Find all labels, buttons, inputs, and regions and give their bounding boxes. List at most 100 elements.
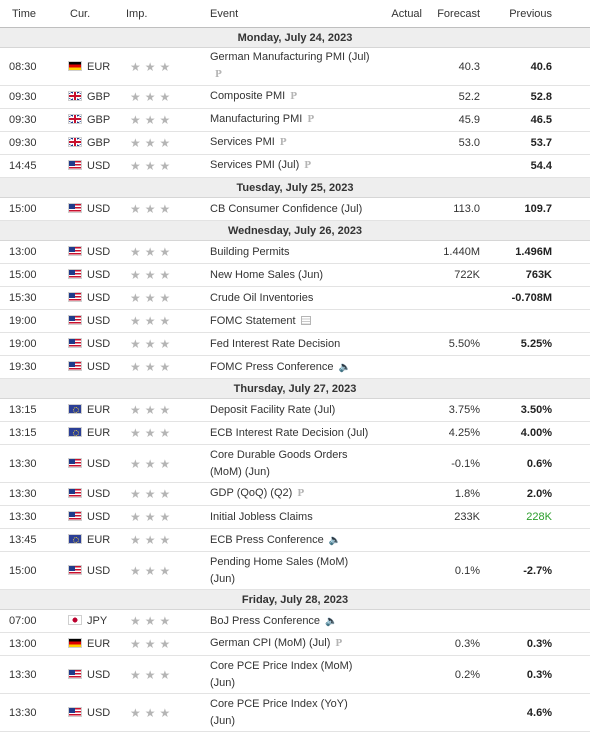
event-time: 13:00 <box>0 240 64 264</box>
event-name[interactable]: Manufacturing PMI <box>210 113 303 125</box>
event-currency: USD <box>87 706 111 719</box>
event-name[interactable]: Deposit Facility Rate (Jul) <box>210 403 336 416</box>
event-currency: USD <box>87 488 111 500</box>
event-row[interactable]: 19:00 USD ★★★ Fed Interest Rate Decision 5.5… <box>0 332 590 356</box>
event-row[interactable]: 19:00 USD ★★★ FOMC Statement <box>0 309 590 333</box>
speaker-icon: 🔈 <box>325 615 338 627</box>
star-icon: ★ <box>130 487 145 501</box>
event-name-cell: Pending Home Sales (MoM) (Jun) <box>204 551 372 590</box>
preliminary-icon: P <box>304 161 312 171</box>
event-actual <box>372 609 422 633</box>
importance-stars: ★★★ <box>130 457 174 471</box>
event-previous: 0.3% <box>480 632 590 656</box>
event-time: 15:00 <box>0 263 64 287</box>
flag-us-icon <box>68 269 82 279</box>
event-row[interactable]: 14:45 USD ★★★ Services PMI (Jul) P 54.4 <box>0 154 590 178</box>
event-name[interactable]: German CPI (MoM) (Jul) <box>210 637 331 649</box>
event-name[interactable]: Composite PMI <box>210 90 286 102</box>
star-icon: ★ <box>130 113 145 127</box>
event-row[interactable]: 13:30 USD ★★★ GDP (QoQ) (Q2) P 1.8% 2.0% <box>0 482 590 506</box>
star-icon: ★ <box>130 314 145 328</box>
event-name[interactable]: Initial Jobless Claims <box>210 510 313 523</box>
event-name[interactable]: FOMC Statement <box>210 314 296 327</box>
event-name[interactable]: Pending Home Sales (MoM) (Jun) <box>210 555 349 585</box>
event-name-cell: Deposit Facility Rate (Jul) <box>204 398 372 422</box>
event-name[interactable]: Core Durable Goods Orders (MoM) (Jun) <box>210 448 348 478</box>
event-forecast: 40.3 <box>422 47 480 86</box>
event-name[interactable]: Fed Interest Rate Decision <box>210 337 341 350</box>
event-name[interactable]: GDP (QoQ) (Q2) <box>210 487 293 499</box>
star-icon: ★ <box>144 533 160 547</box>
event-row[interactable]: 13:30 USD ★★★ Core Durable Goods Orders (Mo… <box>0 444 590 483</box>
event-row[interactable]: 15:00 USD ★★★ New Home Sales (Jun) 722K 763K <box>0 263 590 287</box>
flag-us-icon <box>68 668 82 679</box>
event-currency: USD <box>87 292 111 304</box>
flag-us-icon <box>68 246 82 256</box>
importance-stars: ★★★ <box>130 487 174 501</box>
event-row[interactable]: 13:15 EUR ★★★ ECB Interest Rate Decision (J… <box>0 421 590 445</box>
event-row[interactable]: 15:00 USD ★★★ CB Consumer Confidence (Jul) 1… <box>0 197 590 221</box>
event-name[interactable]: Crude Oil Inventories <box>210 291 314 304</box>
event-name[interactable]: FOMC Press Conference <box>210 360 334 373</box>
event-previous: 54.4 <box>480 154 590 178</box>
event-importance: ★★★ <box>122 655 204 694</box>
importance-stars: ★★★ <box>130 614 174 628</box>
event-time: 15:00 <box>0 197 64 221</box>
star-icon: ★ <box>159 456 175 471</box>
event-name[interactable]: Building Permits <box>210 245 290 258</box>
event-name[interactable]: German Manufacturing PMI (Jul) <box>210 51 370 63</box>
event-actual <box>372 355 422 379</box>
event-time: 07:00 <box>0 609 64 633</box>
event-forecast: 113.0 <box>422 197 480 221</box>
event-row[interactable]: 09:30 GBP ★★★ Services PMI P 53.0 53.7 <box>0 131 590 155</box>
event-actual <box>372 421 422 445</box>
star-icon: ★ <box>130 245 145 259</box>
event-name[interactable]: Core PCE Price Index (YoY) (Jun) <box>210 697 348 727</box>
preliminary-icon: P <box>307 115 315 125</box>
event-row[interactable]: 15:30 USD ★★★ Crude Oil Inventories -0.708M <box>0 286 590 310</box>
event-name[interactable]: ECB Interest Rate Decision (Jul) <box>210 426 369 439</box>
event-row[interactable]: 13:30 USD ★★★ Core PCE Price Index (MoM) (J… <box>0 655 590 694</box>
event-name[interactable]: BoJ Press Conference <box>210 614 321 627</box>
col-header-time: Time <box>0 0 64 28</box>
event-time: 08:30 <box>0 47 64 86</box>
event-row[interactable]: 08:30 EUR ★★★ German Manufacturing PMI (Jul… <box>0 47 590 86</box>
flag-gb-icon <box>68 114 82 124</box>
event-row[interactable]: 13:30 USD ★★★ Initial Jobless Claims 233K 228… <box>0 505 590 529</box>
event-row[interactable]: 15:00 USD ★★★ Pending Home Sales (MoM) (Jun… <box>0 551 590 590</box>
event-forecast <box>422 286 480 310</box>
event-row[interactable]: 13:00 EUR ★★★ German CPI (MoM) (Jul) P 0.3% 0.… <box>0 632 590 656</box>
star-icon: ★ <box>130 360 145 374</box>
event-name-cell: German Manufacturing PMI (Jul) P <box>204 47 372 86</box>
event-name[interactable]: Core PCE Price Index (MoM) (Jun) <box>210 659 353 689</box>
importance-stars: ★★★ <box>130 668 174 682</box>
flag-us-icon <box>68 511 82 521</box>
event-name[interactable]: CB Consumer Confidence (Jul) <box>210 202 363 215</box>
col-header-forecast: Forecast <box>422 0 480 28</box>
event-forecast: 1.440M <box>422 240 480 264</box>
star-icon: ★ <box>159 245 175 259</box>
event-row[interactable]: 09:30 GBP ★★★ Manufacturing PMI P 45.9 46.5 <box>0 108 590 132</box>
event-name[interactable]: New Home Sales (Jun) <box>210 268 324 281</box>
event-row[interactable]: 19:30 USD ★★★ FOMC Press Conference 🔈 <box>0 355 590 379</box>
event-previous: 1.496M <box>480 240 590 264</box>
event-name[interactable]: Services PMI <box>210 136 275 148</box>
event-row[interactable]: 13:45 EUR ★★★ ECB Press Conference 🔈 <box>0 528 590 552</box>
importance-stars: ★★★ <box>130 564 174 578</box>
flag-us-icon <box>68 160 82 170</box>
star-icon: ★ <box>130 59 145 74</box>
event-name[interactable]: Services PMI (Jul) <box>210 159 300 171</box>
event-name[interactable]: ECB Press Conference <box>210 533 324 546</box>
event-time: 13:15 <box>0 421 64 445</box>
event-row[interactable]: 09:30 GBP ★★★ Composite PMI P 52.2 52.8 <box>0 85 590 109</box>
event-row[interactable]: 13:30 USD ★★★ Core PCE Price Index (YoY) (J… <box>0 693 590 732</box>
event-name-cell: Crude Oil Inventories <box>204 286 372 310</box>
event-actual <box>372 632 422 656</box>
event-name-cell: Manufacturing PMI P <box>204 108 372 132</box>
event-row[interactable]: 07:00 JPY ★★★ BoJ Press Conference 🔈 <box>0 609 590 633</box>
event-importance: ★★★ <box>122 632 204 656</box>
event-actual <box>372 85 422 109</box>
event-name-cell: Initial Jobless Claims <box>204 505 372 529</box>
event-row[interactable]: 13:00 USD ★★★ Building Permits 1.440M 1.496M <box>0 240 590 264</box>
event-row[interactable]: 13:15 EUR ★★★ Deposit Facility Rate (Jul) 3.… <box>0 398 590 422</box>
